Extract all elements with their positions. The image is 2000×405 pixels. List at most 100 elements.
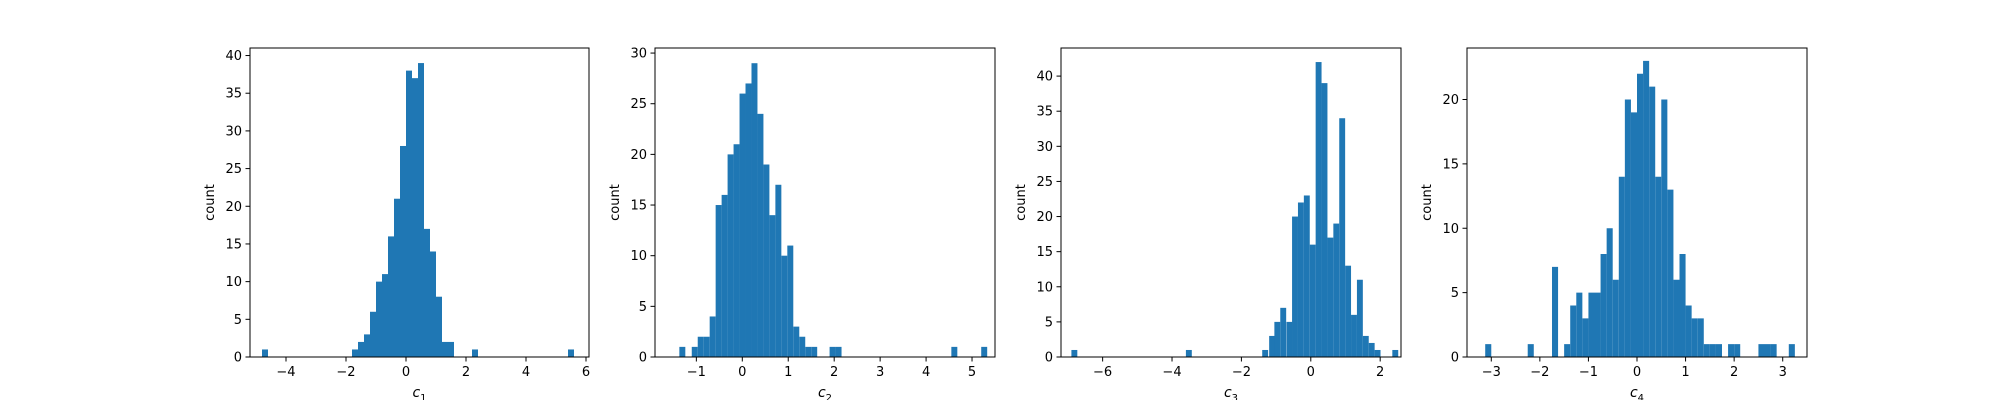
histogram-bar xyxy=(733,144,740,357)
histogram-bar xyxy=(1600,254,1607,357)
histogram-bar xyxy=(1303,195,1310,357)
histogram-bar xyxy=(679,346,686,357)
histogram-bar xyxy=(388,236,394,357)
histogram-bar xyxy=(739,93,746,357)
histogram-bar xyxy=(1715,344,1722,358)
x-axis-label: c4 xyxy=(1630,385,1644,400)
x-tick-label: −6 xyxy=(1093,365,1112,380)
histogram-bar xyxy=(757,113,764,357)
histogram-bar xyxy=(370,311,376,357)
histogram-bar xyxy=(1262,349,1269,357)
bars-4 xyxy=(1485,60,1795,358)
histogram-bar xyxy=(376,281,382,357)
histogram-bar xyxy=(1351,314,1357,357)
y-tick-label: 0 xyxy=(1451,351,1459,366)
x-tick-label: 0 xyxy=(1633,365,1641,380)
x-tick-label: 6 xyxy=(582,365,590,380)
histogram-bar xyxy=(1339,118,1346,357)
y-tick-label: 25 xyxy=(630,97,647,112)
histogram-bar xyxy=(1588,292,1595,358)
histogram-bar xyxy=(472,349,478,357)
x-tick-label: 3 xyxy=(876,365,884,380)
y-axis-label: count xyxy=(203,184,218,221)
y-tick-label: 5 xyxy=(639,300,647,315)
y-tick-label: 15 xyxy=(225,237,242,252)
y-tick-label: 20 xyxy=(1442,93,1459,108)
histogram-bar xyxy=(1315,62,1322,358)
histogram-bar xyxy=(1691,318,1698,358)
histogram-bar xyxy=(721,194,728,357)
histogram-bar xyxy=(1321,83,1328,358)
y-tick-label: 20 xyxy=(1036,210,1053,225)
histogram-bar xyxy=(811,346,818,357)
y-axis-label: count xyxy=(608,184,623,221)
histogram-bar xyxy=(1667,189,1674,358)
x-tick-label: −3 xyxy=(1482,365,1501,380)
bars-3 xyxy=(1071,62,1399,358)
y-tick-label: 0 xyxy=(234,351,242,366)
y-tick-label: 30 xyxy=(225,124,242,139)
histogram-bar xyxy=(1606,228,1613,357)
histogram-bar xyxy=(1570,305,1577,357)
histogram-bar xyxy=(1071,349,1078,357)
x-tick-label: −2 xyxy=(336,365,355,380)
histogram-bar xyxy=(787,245,794,357)
histogram-bar xyxy=(697,336,704,357)
histogram-bar xyxy=(1292,216,1298,357)
histogram-bar xyxy=(1758,344,1765,358)
axes-frame-3 xyxy=(1060,47,1402,358)
histogram-panel-1: −4 −2 0 2 4 6 0 5 10 15 20 25 30 35 40 count c1 xyxy=(203,47,590,404)
y-tick-label: 0 xyxy=(639,351,647,366)
bars-1 xyxy=(262,63,574,358)
y-axis-label: count xyxy=(1420,184,1435,221)
histogram-bar xyxy=(1661,99,1668,357)
y-tick-label: 40 xyxy=(225,49,242,64)
histogram-bar xyxy=(951,346,958,357)
histogram-bar xyxy=(382,274,388,357)
histogram-bar xyxy=(751,63,758,357)
histogram-bar xyxy=(1333,223,1340,357)
histogram-bar xyxy=(709,316,716,357)
histogram-bar xyxy=(1630,112,1637,358)
histogram-bar xyxy=(1392,349,1399,357)
histogram-bar xyxy=(981,346,988,357)
histogram-bar xyxy=(1649,86,1656,358)
y-tick-label: 15 xyxy=(1036,245,1053,260)
y-axis-label: count xyxy=(1014,184,1029,221)
y-tick-label: 30 xyxy=(630,47,647,62)
histogram-bar xyxy=(793,326,800,357)
y-tick-label: 0 xyxy=(1045,351,1053,366)
histogram-bar xyxy=(1679,254,1686,357)
y-tick-label: 10 xyxy=(1442,222,1459,237)
histogram-bar xyxy=(1286,321,1293,357)
axes-frame-1 xyxy=(249,47,590,358)
histogram-bar xyxy=(394,198,400,357)
x-tick-label: −2 xyxy=(1530,365,1549,380)
y-tick-label: 10 xyxy=(630,249,647,264)
histogram-bar xyxy=(442,341,448,357)
histogram-bar xyxy=(1576,292,1583,358)
histogram-bar xyxy=(1185,349,1192,357)
histogram-bar xyxy=(1485,344,1492,358)
histogram-bar xyxy=(1327,237,1334,357)
histogram-bar xyxy=(715,205,722,357)
histogram-bar xyxy=(1655,176,1662,357)
x-axis-label: c1 xyxy=(412,385,426,400)
histogram-bar xyxy=(1362,335,1369,357)
y-tick-label: 40 xyxy=(1036,70,1053,85)
y-tick-label: 30 xyxy=(1036,140,1053,155)
histogram-bar xyxy=(1269,335,1276,357)
histogram-bar xyxy=(1673,279,1680,357)
histogram-bar xyxy=(448,341,454,357)
histogram-bar xyxy=(1274,321,1281,357)
x-tick-label: 0 xyxy=(1307,365,1315,380)
histogram-bar xyxy=(1618,176,1625,357)
histogram-bar xyxy=(1582,318,1589,358)
histogram-bar xyxy=(805,346,812,357)
x-tick-label: 5 xyxy=(968,365,976,380)
histogram-bar xyxy=(400,145,406,357)
y-tick-label: 5 xyxy=(1045,315,1053,330)
histogram-bar xyxy=(412,78,418,358)
